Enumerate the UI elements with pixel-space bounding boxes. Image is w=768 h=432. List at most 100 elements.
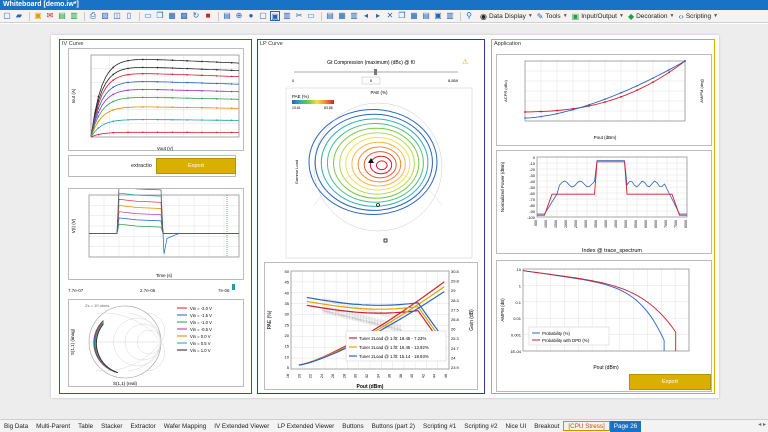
refresh-icon[interactable]: ↻	[192, 11, 200, 20]
iv-point	[156, 73, 159, 75]
window-icon[interactable]: ▣	[434, 11, 442, 20]
tab-13[interactable]: Breakout	[534, 422, 560, 430]
redo-icon[interactable]: ▸	[375, 11, 380, 20]
range-handle[interactable]	[232, 284, 235, 290]
stop-icon[interactable]: ■	[205, 11, 211, 20]
tab-9[interactable]: Buttons (part 2)	[371, 422, 416, 430]
screenshot-icon[interactable]: ◫	[113, 11, 121, 20]
page-icon[interactable]: ▯	[126, 11, 132, 20]
iv-point	[156, 118, 159, 121]
iv-point	[156, 131, 159, 134]
gamma-label: Gamma Load	[294, 160, 299, 184]
pin-icon[interactable]: ⚲	[466, 11, 472, 20]
iv-point	[230, 131, 233, 134]
layout-icon[interactable]: ▥	[283, 11, 291, 20]
tab-15[interactable]: Page 26	[609, 420, 642, 432]
paste-icon[interactable]: ▦	[168, 11, 176, 20]
spec-xtick: 4000	[604, 220, 608, 228]
spec-xtick: 5500	[634, 220, 638, 228]
menu-decoration[interactable]: ◆ Decoration ▼	[628, 12, 675, 21]
tab-2[interactable]: Table	[78, 422, 94, 430]
iv-point	[171, 67, 174, 69]
crosshair-icon[interactable]: ⊕	[235, 11, 243, 20]
lp-curve-panel[interactable]: LP Curve Gt Compression (maximum) (dBc) …	[257, 39, 485, 394]
menu-tools[interactable]: ✎ Tools ▼	[537, 12, 568, 21]
tab-10[interactable]: Scripting #1	[423, 422, 457, 430]
smith-chart[interactable]: Zs = 10 ohms S(1,1) (real) S(1,1) (imag) Vi…	[69, 300, 245, 388]
iv-point	[156, 66, 159, 69]
tab-scroll-arrows[interactable]: ◂ ▸	[758, 422, 766, 428]
tab-11[interactable]: Scripting #2	[464, 422, 498, 430]
tab-14[interactable]: [CPU Stress]	[563, 421, 610, 431]
grid-icon[interactable]: ▤	[223, 11, 231, 20]
tab-7[interactable]: LP Extended Viewer	[277, 422, 335, 430]
acpr-point	[572, 107, 574, 110]
gain-sweep	[322, 312, 402, 333]
align-right-icon[interactable]: ▥	[350, 11, 358, 20]
tab-5[interactable]: Wafer Mapping	[163, 422, 207, 430]
spec-xtick: 1000	[544, 220, 548, 228]
tab-6[interactable]: IV Extended Viewer	[214, 422, 270, 430]
menu-scripting[interactable]: ‹› Scripting ▼	[678, 12, 718, 21]
iv-point	[201, 68, 203, 70]
open-folder-icon[interactable]: ▰	[15, 11, 23, 20]
cut-icon[interactable]: ✂	[295, 11, 303, 20]
export-icon[interactable]: ▤	[58, 11, 66, 20]
tab-12[interactable]: Nice UI	[505, 422, 527, 430]
spectrum-dpd-trace	[537, 161, 687, 216]
iv-point	[230, 69, 233, 72]
tab-0[interactable]: Big Data	[4, 422, 29, 430]
iv-point	[97, 127, 100, 129]
range-slider[interactable]: 7.7e-07 2.7e-06 7e-06	[68, 284, 244, 296]
panel-icon[interactable]: ▥	[446, 11, 454, 20]
iv-point	[230, 98, 233, 100]
lp-contour-chart[interactable]: Gt Compression (maximum) (dBc) @ f0 ⚠ 0 0 8.…	[258, 52, 484, 262]
iv-point	[186, 60, 188, 62]
tab-8[interactable]: Buttons	[342, 422, 364, 430]
dot-icon[interactable]: ●	[248, 11, 254, 20]
document-icon[interactable]: ▭	[144, 11, 152, 20]
align-left-icon[interactable]: ▤	[326, 11, 334, 20]
iv-curve-panel[interactable]: IV Curve Vout (V) Iout (A) extractio Expo…	[59, 39, 252, 394]
tab-3[interactable]: Stacker	[101, 422, 123, 430]
slider-handle[interactable]	[374, 69, 377, 75]
tab-1[interactable]: Multi-Parent	[36, 422, 71, 430]
ampm-chart[interactable]: 10 1 0.1 0.01 0.001 1E-04 Probability (%) Proba…	[497, 261, 713, 393]
undo-icon[interactable]: ◂	[363, 11, 368, 20]
menu-data-display[interactable]: ◉ Data Display ▼	[480, 12, 533, 21]
image-icon[interactable]: ▧	[101, 11, 109, 20]
email-icon[interactable]: ✉	[46, 11, 54, 20]
application-panel[interactable]: Application Pout (dBm) ACPR (dBc) AM/PM (d…	[491, 39, 715, 394]
export-pdf-icon[interactable]: ▥	[70, 11, 78, 20]
select-icon[interactable]: ▢	[259, 11, 267, 20]
duplicate-icon[interactable]: ▩	[180, 11, 188, 20]
ampm-point	[652, 77, 654, 79]
iv-chart[interactable]: Vout (V) Iout (A)	[69, 49, 245, 152]
tile-icon[interactable]: ❐	[398, 11, 406, 20]
new-file-icon[interactable]: ▢	[3, 11, 11, 20]
smith-arc	[313, 170, 443, 206]
table-icon[interactable]: ▤	[422, 11, 430, 20]
pae-legend-label: Tuner 2Load @ 1.f0: 16.45 - 13.92%	[359, 345, 429, 350]
export-button[interactable]: Export	[629, 374, 711, 390]
pae-gain-chart[interactable]: 50 45 40 35 30 25 20 15 10 5 30.5 29.8 29 28.3 27.5 26.…	[265, 263, 479, 391]
tab-4[interactable]: Extractor	[130, 422, 156, 430]
iv-point	[171, 89, 174, 91]
input-output-icon: ▣	[571, 11, 580, 21]
time-chart[interactable]: Time (s) V(t) (V)	[69, 186, 245, 281]
menu-input-output[interactable]: ▣ Input/Output ▼	[572, 12, 624, 21]
copy-icon[interactable]: ❐	[156, 11, 164, 20]
export-button[interactable]: Export	[156, 158, 236, 174]
zoom-icon[interactable]: ▭	[307, 11, 315, 20]
toolbar-divider	[29, 11, 30, 21]
print-icon[interactable]: ⎙	[89, 11, 97, 20]
iv-point	[142, 88, 144, 91]
align-center-icon[interactable]: ▦	[338, 11, 346, 20]
zoom-out-icon[interactable]: ✕	[386, 11, 394, 20]
frame-icon[interactable]: ▣	[270, 11, 280, 21]
save-icon[interactable]: ▣	[34, 11, 42, 20]
pae-tick: 45	[285, 280, 290, 285]
acpr-chart[interactable]: Pout (dBm) ACPR (dBc) AM/PM (deg)	[497, 55, 713, 147]
stack-icon[interactable]: ▦	[410, 11, 418, 20]
